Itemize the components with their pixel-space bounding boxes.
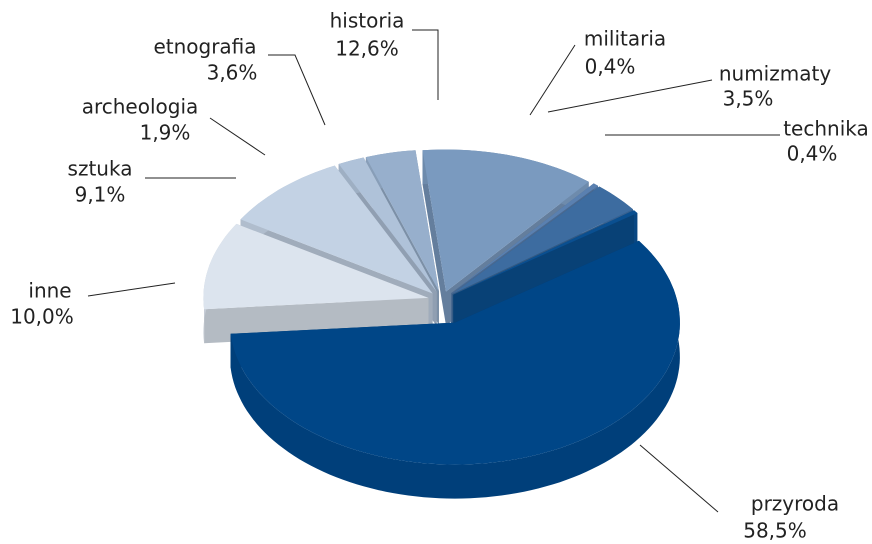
slice-side	[453, 213, 638, 329]
leader-line	[547, 79, 713, 113]
slice	[240, 165, 433, 294]
slice-label: historia	[330, 9, 405, 33]
slice	[451, 183, 598, 294]
slice-value-label: 9,1%	[75, 183, 126, 207]
slice-label: militaria	[584, 27, 666, 51]
slice	[365, 150, 439, 292]
slice	[230, 240, 680, 465]
slice-label: numizmaty	[719, 62, 831, 86]
slice-label: technika	[783, 117, 869, 141]
slice-value-label: 0,4%	[787, 142, 838, 166]
slice-label: inne	[28, 279, 71, 303]
leader-line	[529, 44, 576, 116]
slice-label: etnografia	[153, 35, 256, 59]
slice-side	[422, 150, 446, 326]
leader-line	[412, 29, 439, 100]
slice-label: przyroda	[751, 492, 839, 516]
pie	[203, 149, 680, 499]
slice-wall	[634, 210, 638, 247]
slice-value-label: 12,6%	[335, 37, 399, 61]
leader-line	[639, 444, 719, 513]
leader-line	[87, 282, 176, 297]
leader-line	[268, 54, 326, 126]
slice	[338, 157, 437, 292]
slice-value-label: 10,0%	[10, 305, 74, 329]
leader-lines	[87, 29, 780, 513]
slice	[203, 223, 429, 310]
slice-label: sztuka	[68, 157, 133, 181]
slice-label: archeologia	[82, 95, 199, 119]
slice	[422, 149, 589, 292]
slice-value-label: 0,4%	[585, 55, 636, 79]
slice	[453, 210, 638, 295]
slice-value-label: 58,5%	[743, 519, 807, 543]
slice	[452, 186, 633, 294]
slice-value-label: 1,9%	[140, 121, 191, 145]
slice-value-label: 3,5%	[723, 87, 774, 111]
slice-value-label: 3,6%	[207, 61, 258, 85]
leader-line	[209, 117, 266, 156]
